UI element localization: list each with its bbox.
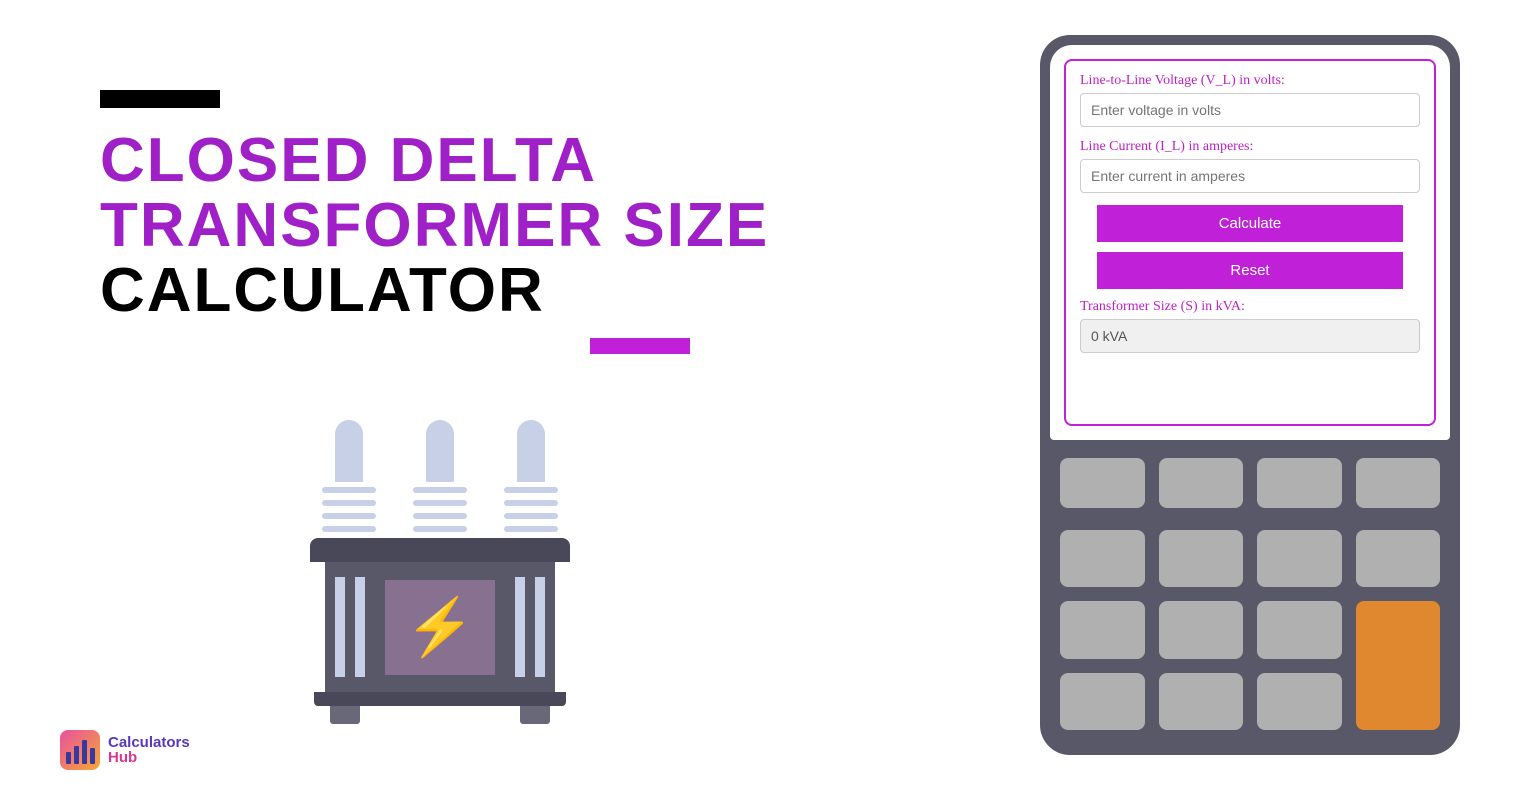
- result-label: Transformer Size (S) in kVA:: [1080, 299, 1420, 315]
- calculator-screen: Line-to-Line Voltage (V_L) in volts: Lin…: [1050, 45, 1450, 440]
- lightning-bolt-icon: ⚡: [405, 594, 475, 660]
- keypad-key[interactable]: [1356, 530, 1441, 588]
- current-input[interactable]: [1080, 159, 1420, 193]
- keypad-key[interactable]: [1257, 530, 1342, 588]
- voltage-label: Line-to-Line Voltage (V_L) in volts:: [1080, 73, 1420, 89]
- bushing-icon: [322, 420, 376, 539]
- decorative-bar-purple: [590, 338, 690, 354]
- title-line-3: CALCULATOR: [100, 258, 769, 323]
- logo-text-bottom: Hub: [108, 750, 190, 765]
- voltage-input[interactable]: [1080, 93, 1420, 127]
- keypad-key[interactable]: [1159, 601, 1244, 659]
- keypad-key[interactable]: [1257, 458, 1342, 508]
- keypad-key[interactable]: [1060, 530, 1145, 588]
- title-area: CLOSED DELTA TRANSFORMER SIZE CALCULATOR: [100, 90, 769, 354]
- keypad-key[interactable]: [1159, 458, 1244, 508]
- title-line-2: TRANSFORMER SIZE: [100, 193, 769, 258]
- transformer-body-icon: ⚡: [310, 538, 570, 703]
- logo-text-top: Calculators: [108, 735, 190, 750]
- main-title: CLOSED DELTA TRANSFORMER SIZE CALCULATOR: [100, 128, 769, 323]
- logo-text: Calculators Hub: [108, 735, 190, 765]
- calculate-button[interactable]: Calculate: [1097, 205, 1403, 242]
- calculator-device: Line-to-Line Voltage (V_L) in volts: Lin…: [1040, 35, 1460, 755]
- current-label: Line Current (I_L) in amperes:: [1080, 139, 1420, 155]
- keypad-key[interactable]: [1060, 673, 1145, 731]
- keypad-key[interactable]: [1257, 673, 1342, 731]
- calculator-panel: Line-to-Line Voltage (V_L) in volts: Lin…: [1064, 59, 1436, 426]
- bushing-icon: [413, 420, 467, 539]
- keypad-key[interactable]: [1159, 673, 1244, 731]
- reset-button[interactable]: Reset: [1097, 252, 1403, 289]
- logo-icon: [60, 730, 100, 770]
- decorative-bar-top: [100, 90, 220, 108]
- title-line-1: CLOSED DELTA: [100, 128, 769, 193]
- transformer-icon: ⚡: [310, 420, 570, 720]
- keypad: [1050, 440, 1450, 740]
- keypad-key-accent[interactable]: [1356, 601, 1441, 730]
- bushing-icon: [504, 420, 558, 539]
- keypad-key[interactable]: [1060, 458, 1145, 508]
- keypad-key[interactable]: [1159, 530, 1244, 588]
- brand-logo: Calculators Hub: [60, 730, 190, 770]
- keypad-key[interactable]: [1257, 601, 1342, 659]
- keypad-key[interactable]: [1060, 601, 1145, 659]
- result-output: 0 kVA: [1080, 319, 1420, 353]
- keypad-key[interactable]: [1356, 458, 1441, 508]
